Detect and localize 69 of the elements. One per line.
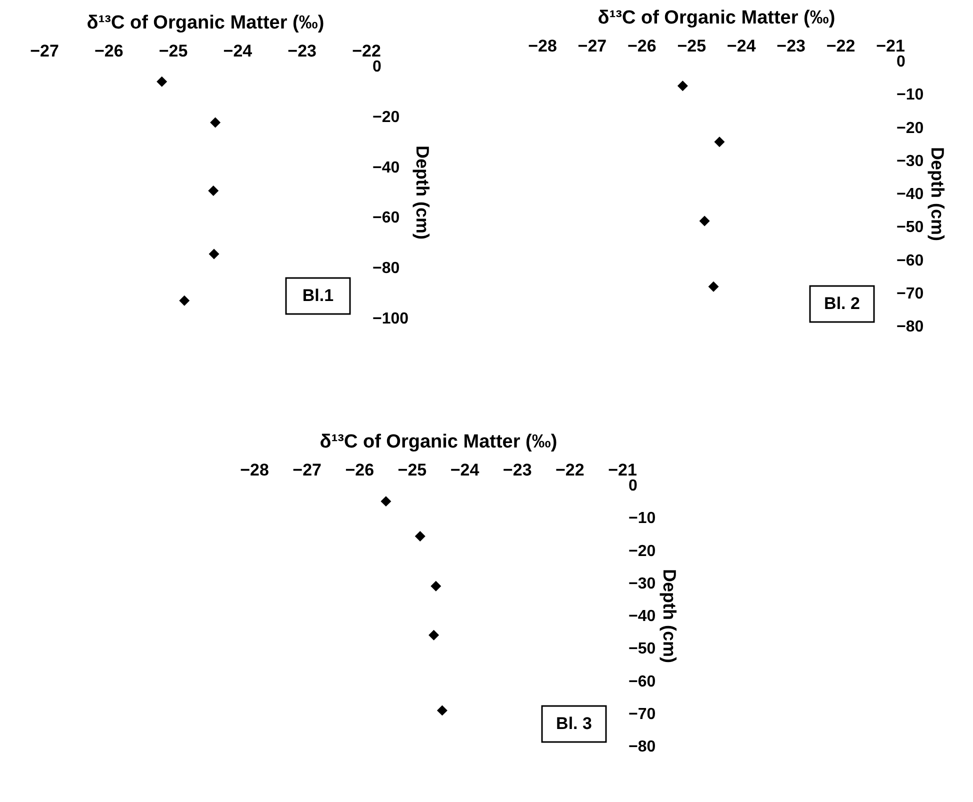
y-tick-label: −20: [628, 542, 656, 560]
x-tick-label: −24: [726, 36, 756, 56]
x-tick-label: −24: [450, 460, 480, 480]
point: [179, 295, 190, 306]
y-tick-label: −80: [628, 738, 656, 756]
y-tick-label: −30: [896, 152, 924, 170]
y-axis-title: Depth (cm): [660, 569, 680, 664]
y-tick-label: 0: [628, 478, 638, 494]
y-axis-title: Depth (cm): [412, 146, 433, 240]
point: [156, 76, 168, 87]
y-tick-label: −40: [628, 608, 656, 625]
y-tick-label: −70: [628, 706, 656, 723]
y-tick-label: −60: [896, 252, 924, 270]
point: [208, 185, 219, 196]
x-tick-label: −26: [94, 42, 124, 60]
x-tick-label: −22: [352, 42, 381, 60]
y-tick-label: −20: [372, 108, 400, 126]
x-axis-title: δ¹³C of Organic Matter (‰): [598, 8, 836, 28]
y-tick-label: −70: [896, 285, 924, 302]
y-tick-label: −100: [372, 310, 409, 328]
y-tick-label: −50: [896, 219, 924, 236]
x-tick-label: −27: [578, 36, 607, 56]
annotation: Bl. 2: [824, 294, 860, 313]
y-tick-label: −20: [896, 120, 924, 137]
x-tick-label: −22: [556, 460, 584, 480]
point: [714, 136, 725, 148]
y-tick-label: −10: [896, 86, 924, 104]
x-tick-label: −25: [398, 460, 427, 480]
point: [430, 580, 442, 592]
x-tick-label: −25: [158, 42, 188, 60]
point: [208, 248, 220, 260]
x-axis-title: δ¹³C of Organic Matter (‰): [320, 432, 558, 452]
y-axis-title: Depth (cm): [928, 147, 948, 242]
y-tick-label: 0: [896, 54, 906, 70]
x-tick-label: −25: [677, 36, 706, 56]
y-tick-label: −40: [372, 159, 400, 176]
y-tick-label: −40: [896, 186, 924, 203]
y-tick-label: −80: [896, 318, 924, 336]
point: [380, 496, 392, 507]
y-tick-label: −60: [372, 210, 400, 227]
x-tick-label: −24: [223, 42, 253, 60]
x-tick-label: −22: [826, 36, 856, 56]
annotation: Bl.1: [302, 286, 334, 305]
y-tick-label: −30: [628, 575, 656, 592]
point: [699, 216, 710, 226]
point: [708, 281, 719, 292]
point: [414, 530, 426, 542]
y-tick-label: −60: [628, 673, 656, 690]
x-tick-label: −23: [288, 42, 317, 60]
y-tick-label: −10: [628, 510, 656, 528]
x-tick-label: −27: [292, 460, 322, 480]
y-tick-label: 0: [372, 58, 382, 76]
x-axis-title: δ¹³C of Organic Matter (‰): [86, 12, 324, 34]
y-tick-label: −50: [628, 640, 656, 658]
x-tick-label: −26: [345, 460, 374, 480]
x-tick-label: −21: [608, 460, 637, 480]
x-tick-label: −23: [776, 36, 806, 56]
x-tick-label: −28: [528, 36, 557, 56]
y-tick-label: −80: [372, 260, 400, 278]
point: [677, 80, 688, 92]
point: [210, 117, 221, 128]
x-tick-label: −21: [876, 36, 905, 56]
x-tick-label: −28: [240, 460, 269, 480]
x-tick-label: −23: [502, 460, 532, 480]
x-tick-label: −27: [30, 42, 59, 60]
annotation: Bl. 3: [556, 714, 592, 733]
x-tick-label: −26: [628, 36, 656, 56]
point: [428, 630, 440, 640]
point: [436, 705, 448, 716]
